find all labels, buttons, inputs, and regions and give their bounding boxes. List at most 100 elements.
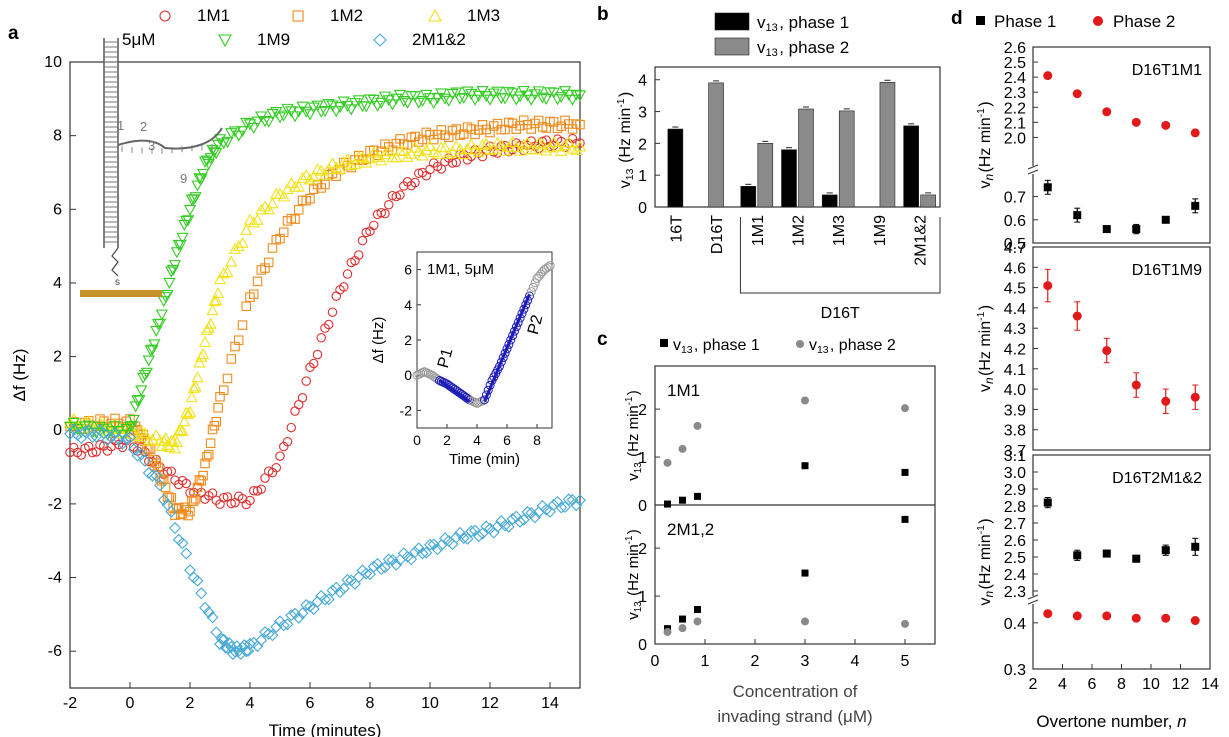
y-tick-label: 4.6: [1004, 260, 1026, 277]
data-point: [326, 584, 339, 597]
data-point: [140, 367, 154, 379]
data-point: [570, 143, 583, 155]
data-point: [202, 451, 212, 462]
data-point: [217, 267, 230, 279]
data-point: [262, 116, 275, 128]
data-point: [166, 264, 180, 276]
dna-label-s: s: [115, 277, 120, 288]
data-point: [322, 593, 335, 606]
data-point: [318, 106, 332, 118]
data-point: [176, 424, 189, 436]
point-phase2: [1190, 128, 1200, 138]
data-point: [142, 355, 155, 367]
data-point: [540, 93, 553, 105]
data-point: [174, 240, 187, 252]
legend-label-phase2: Phase 2: [1113, 12, 1175, 31]
dna-label-2: 2: [140, 119, 147, 134]
inset-fit-label-P1: P1: [435, 346, 457, 369]
panel-letter-d: d: [951, 8, 963, 29]
data-point: [333, 162, 347, 174]
x-tick-label: 12: [1172, 676, 1190, 693]
data-point: [431, 543, 444, 556]
data-point: [278, 227, 289, 237]
data-point: [210, 148, 223, 160]
data-point: [420, 546, 433, 559]
y-axis-label-2: vn (Hz min-1 ): [976, 518, 996, 605]
point-phase2: [693, 617, 702, 626]
data-point: [305, 193, 315, 204]
data-point: [206, 611, 219, 624]
point-phase2: [693, 421, 702, 430]
bar-1M1-phase2: [757, 143, 774, 208]
y-tick-label: 0: [638, 637, 647, 654]
data-point: [498, 93, 512, 105]
data-point: [551, 495, 564, 508]
point-phase2: [1161, 613, 1171, 623]
x-tick-label: 2: [1029, 676, 1038, 693]
data-point: [139, 455, 151, 468]
data-point: [213, 273, 227, 285]
point-phase2: [901, 404, 909, 413]
point-phase1: [1161, 215, 1170, 224]
data-point: [397, 144, 410, 156]
data-point: [367, 94, 380, 106]
data-point: [468, 94, 482, 106]
data-point: [226, 354, 237, 364]
data-point: [510, 94, 523, 106]
x-axis-label-line1: Concentration of: [733, 682, 858, 701]
x-category-label-2M1and2: 2M1&2: [913, 215, 930, 266]
inset-data-point: [530, 278, 540, 288]
bar-2M1and2-phase1: [903, 125, 919, 208]
dna-linker: [111, 247, 119, 277]
data-point: [397, 96, 410, 108]
data-point: [300, 168, 313, 181]
data-point: [312, 349, 323, 360]
data-point: [536, 92, 549, 104]
data-point: [183, 204, 197, 216]
data-point: [86, 431, 99, 443]
y-tick-label: 2.3: [1004, 85, 1026, 102]
data-point: [247, 216, 260, 228]
data-point: [161, 438, 174, 450]
bar-1M3-phase1: [821, 194, 838, 208]
data-point: [176, 232, 189, 244]
data-point: [352, 150, 365, 162]
data-point: [226, 498, 237, 509]
data-point: [189, 380, 202, 392]
data-point: [172, 425, 185, 437]
data-point: [480, 137, 493, 149]
x-axis-label: Overtone number, n: [1036, 712, 1186, 731]
legend-marker-1M2: [292, 10, 304, 22]
data-point: [189, 496, 199, 506]
data-point: [281, 103, 294, 115]
data-point: [517, 138, 530, 150]
data-point: [342, 269, 353, 279]
data-point: [277, 619, 290, 632]
data-point: [191, 574, 204, 587]
data-point: [495, 93, 508, 105]
x-axis-label: Time (minutes): [269, 721, 382, 737]
point-phase2: [1072, 89, 1082, 99]
data-point: [135, 385, 148, 397]
data-point: [315, 106, 328, 118]
legend-label-2M1and2: 2M1&2: [412, 30, 466, 49]
data-point: [169, 522, 181, 534]
panel-c-plot: 0 1 2 3 4 5 Concentration of invading strand (μ…: [624, 337, 936, 726]
y-tick-label: -6: [48, 643, 62, 660]
y-tick-label: 0.6: [1004, 213, 1026, 230]
data-point: [450, 531, 463, 544]
legend-marker-phase2: [796, 340, 804, 348]
legend-swatch-phase2: [714, 37, 750, 56]
point-phase1: [901, 515, 909, 523]
bar-1M9-phase2: [879, 81, 896, 208]
data-point: [345, 574, 358, 587]
point-phase1: [1132, 554, 1141, 563]
data-point: [311, 100, 324, 112]
inset-title: 1M1, 5μM: [427, 261, 494, 278]
data-point: [157, 494, 170, 506]
y-tick-label: 3.1: [1004, 448, 1026, 465]
data-point: [176, 537, 189, 550]
data-point: [368, 220, 379, 231]
data-point: [442, 95, 455, 107]
